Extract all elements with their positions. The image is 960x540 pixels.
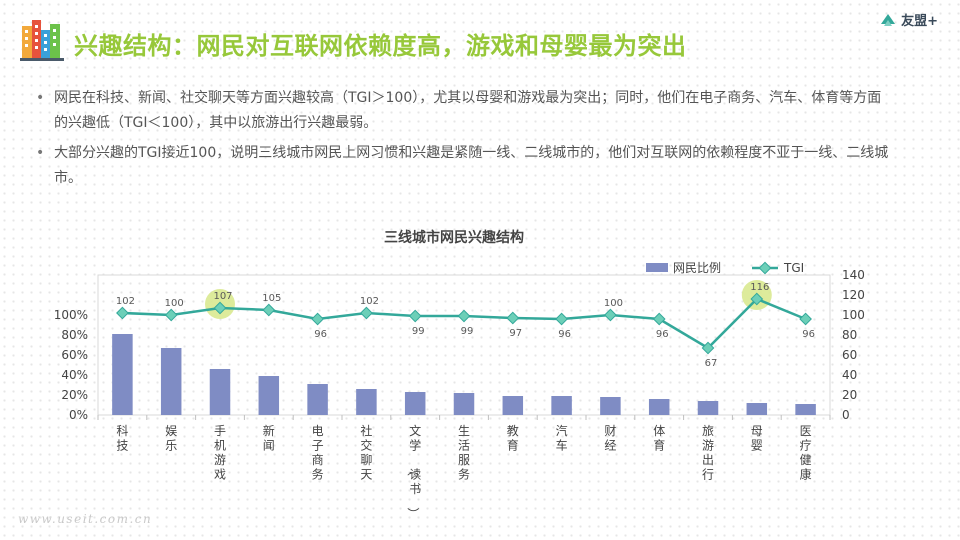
tgi-data-label: 99 [461, 326, 474, 337]
left-axis-tick-label: 80% [61, 328, 88, 342]
tgi-point [604, 308, 617, 322]
brand-logo: 友盟+ [879, 10, 938, 29]
tgi-data-label: 100 [165, 298, 184, 309]
tgi-data-label: 96 [802, 329, 815, 340]
tgi-data-label: 97 [509, 328, 522, 339]
bar [356, 389, 377, 415]
tgi-data-label: 99 [412, 326, 425, 337]
legend-line-label: TGI [783, 261, 804, 275]
umeng-logo-icon [881, 13, 896, 26]
brand-text: 友盟+ [901, 14, 938, 29]
legend-bar-swatch [646, 263, 668, 272]
category-tick-label: 社交聊天 [360, 423, 372, 482]
tgi-point [311, 312, 324, 326]
category-tick-label: 旅游出行 [702, 424, 714, 482]
right-axis-tick-label: 20 [842, 388, 857, 402]
tgi-data-label: 96 [558, 329, 571, 340]
category-tick-label: 汽车 [556, 423, 568, 453]
category-tick-label: 财经 [604, 424, 616, 453]
left-axis-tick-label: 0% [69, 408, 88, 422]
tgi-point [750, 292, 764, 306]
slide-title: 兴趣结构：网民对互联网依赖度高，游戏和母婴最为突出 [74, 32, 687, 60]
left-axis-tick-label: 40% [61, 368, 88, 382]
category-tick-label: 教育 [507, 423, 519, 453]
bar [648, 399, 670, 415]
left-axis-tick-label: 20% [61, 388, 88, 402]
tgi-point [457, 309, 471, 323]
left-axis-tick-label: 60% [61, 348, 88, 362]
category-tick-label: 母婴 [751, 424, 763, 453]
category-tick-label: 科技 [116, 424, 128, 453]
tgi-point [164, 308, 178, 322]
bar [160, 348, 182, 415]
bar [404, 392, 426, 415]
tgi-data-label: 96 [656, 329, 669, 340]
tgi-data-label: 96 [314, 329, 327, 340]
category-tick-label: 新闻 [263, 423, 275, 453]
bar [453, 393, 475, 415]
bar [112, 334, 133, 415]
chart-title: 三线城市网民兴趣结构 [384, 229, 524, 246]
tgi-point [360, 306, 373, 320]
tgi-data-label: 67 [705, 358, 718, 369]
tgi-point [506, 311, 520, 325]
tgi-point [116, 306, 129, 320]
bullet-item: 大部分兴趣的TGI接近100，说明三线城市网民上网习惯和兴趣是紧随一线、二线城市… [32, 141, 892, 191]
tgi-point [262, 303, 276, 317]
category-tick-label: 医疗健康 [800, 424, 812, 482]
tgi-point [701, 341, 715, 355]
category-tick-label: 体育 [653, 424, 665, 453]
tgi-point [652, 312, 666, 326]
right-axis-tick-label: 0 [842, 408, 850, 422]
watermark: www.useit.com.cn [18, 512, 153, 526]
right-axis-tick-label: 60 [842, 348, 857, 362]
right-axis-tick-label: 120 [842, 288, 865, 302]
tgi-data-label: 105 [262, 293, 281, 304]
bar [795, 404, 816, 415]
tgi-data-label: 100 [604, 298, 623, 309]
legend-bar-label: 网民比例 [673, 261, 721, 275]
bar [746, 403, 768, 415]
bar [209, 369, 231, 415]
bar [697, 401, 719, 415]
tgi-point [799, 312, 812, 326]
bar [307, 384, 328, 415]
bullet-item: 网民在科技、新闻、社交聊天等方面兴趣较高（TGI＞100），尤其以母婴和游戏最为… [32, 86, 892, 136]
right-axis-tick-label: 140 [842, 268, 865, 282]
tgi-point [408, 309, 422, 323]
bar [502, 396, 524, 415]
legend-line-marker [758, 261, 772, 275]
category-tick-label: 生活服务 [458, 424, 470, 482]
category-tick-label: 手机游戏 [214, 424, 226, 482]
right-axis-tick-label: 40 [842, 368, 857, 382]
tgi-point [213, 301, 227, 315]
right-axis-tick-label: 100 [842, 308, 865, 322]
left-axis-tick-label: 100% [54, 308, 88, 322]
city-buildings-icon [20, 20, 64, 61]
tgi-data-label: 102 [360, 296, 379, 307]
bar [551, 396, 572, 415]
tgi-data-label: 102 [116, 296, 135, 307]
right-axis-tick-label: 80 [842, 328, 857, 342]
tgi-data-label: 107 [213, 291, 232, 302]
bullet-list: 网民在科技、新闻、社交聊天等方面兴趣较高（TGI＞100），尤其以母婴和游戏最为… [32, 86, 892, 196]
category-tick-label: 电子商务 [312, 424, 324, 482]
category-tick-label: 文学（读书） [406, 423, 421, 520]
bar [600, 397, 621, 415]
category-tick-label: 娱乐 [165, 424, 177, 453]
tgi-data-label: 116 [750, 282, 769, 293]
tgi-point [555, 312, 568, 326]
bar [258, 376, 280, 415]
